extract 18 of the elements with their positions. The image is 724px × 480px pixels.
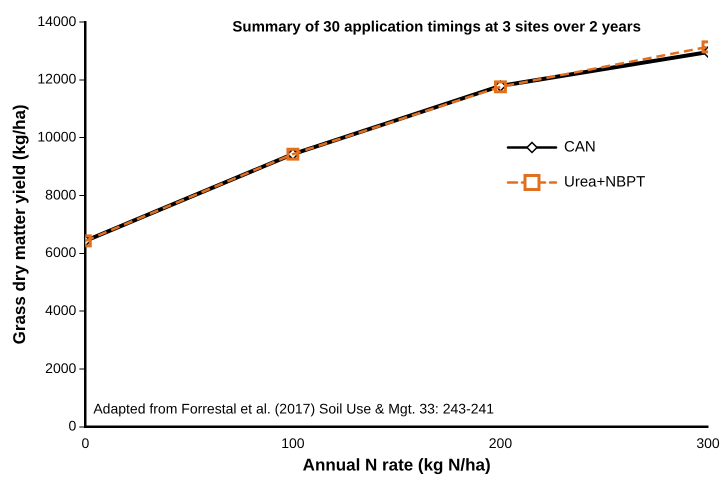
annotation: Adapted from Forrestal et al. (2017) Soil Use & Mgt. 33: 243-241 <box>93 400 494 417</box>
y-tick-label: 8000 <box>45 186 77 202</box>
y-axis-title: Grass dry matter yield (kg/ha) <box>10 104 29 344</box>
y-tick-label: 2000 <box>45 360 77 376</box>
legend-label: Urea+NBPT <box>564 174 646 191</box>
y-tick-label: 6000 <box>45 244 77 260</box>
chart-title: Summary of 30 application timings at 3 sites over 2 years <box>232 18 641 36</box>
y-tick-label: 14000 <box>37 12 77 29</box>
x-tick-label: 200 <box>488 435 512 452</box>
y-tick-label: 0 <box>68 418 77 434</box>
x-tick-label: 300 <box>696 435 720 452</box>
x-tick-label: 100 <box>281 435 305 452</box>
y-tick-label: 12000 <box>37 70 77 87</box>
legend-label: CAN <box>564 138 596 156</box>
x-tick-label: 0 <box>81 435 90 452</box>
y-tick-label: 4000 <box>45 302 77 318</box>
y-tick-label: 10000 <box>37 128 77 145</box>
x-axis-title: Annual N rate (kg N/ha) <box>302 455 491 474</box>
